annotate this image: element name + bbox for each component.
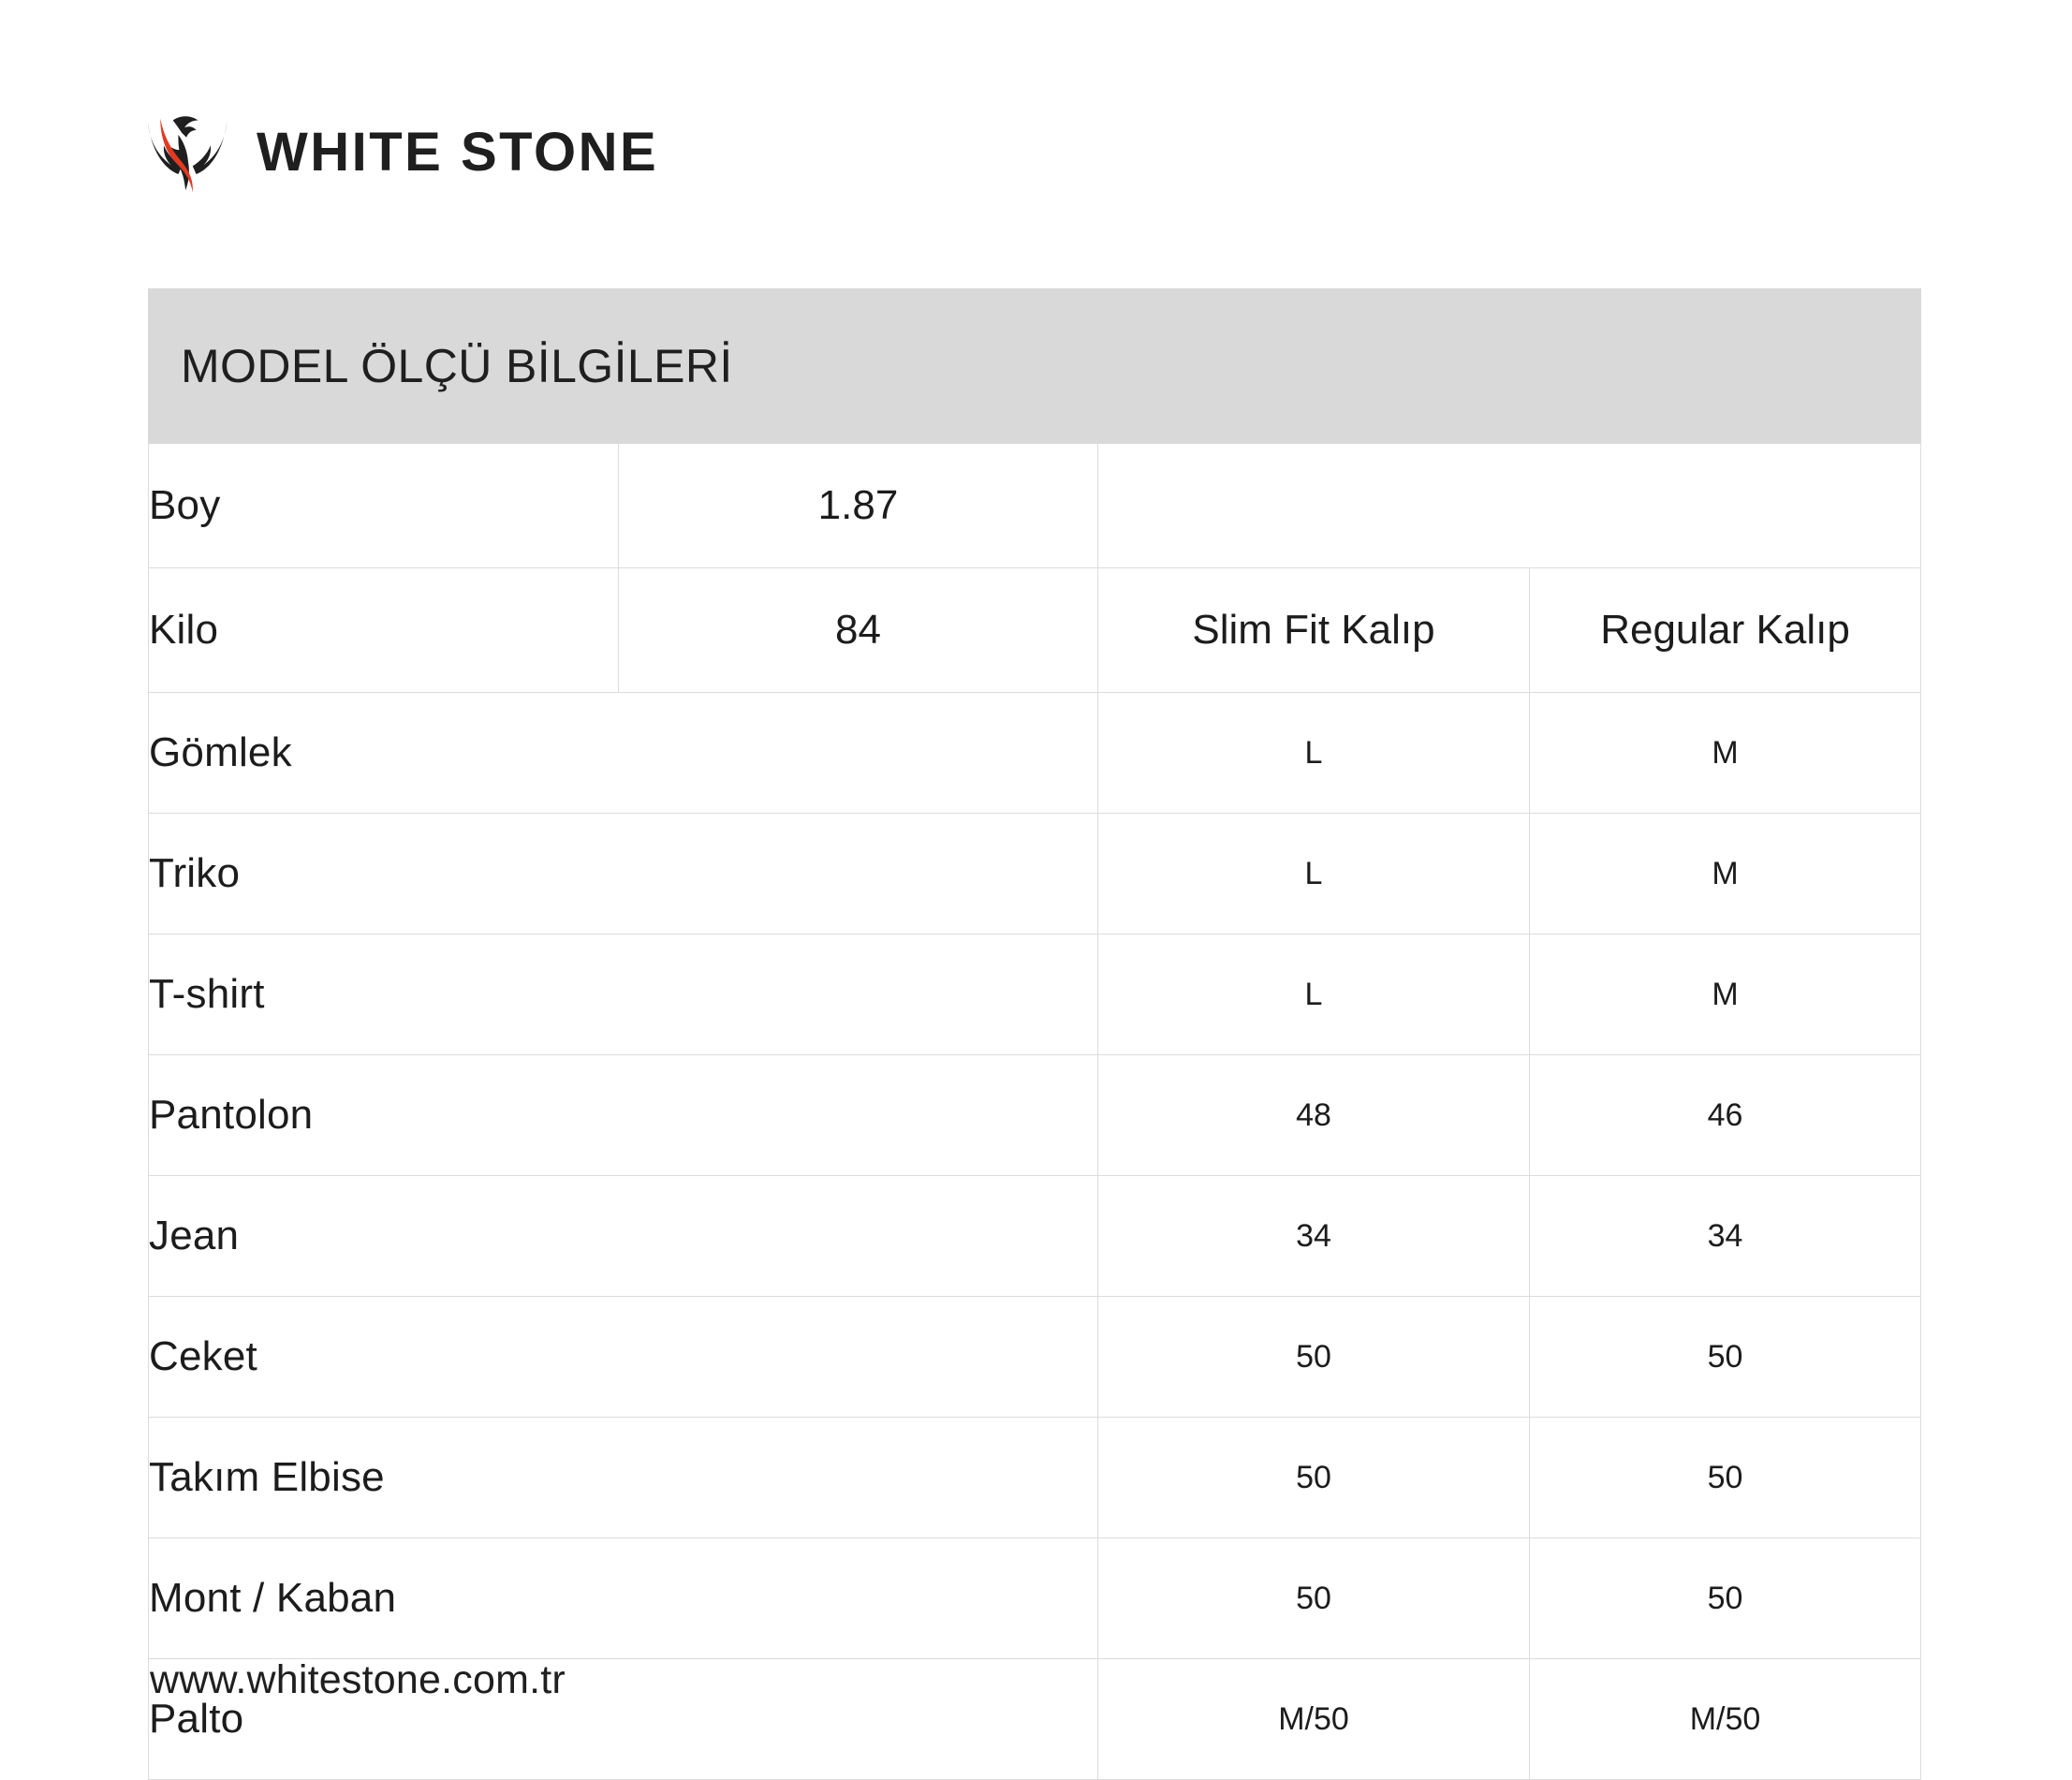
item-regular-value: 50 (1528, 1296, 1922, 1418)
table-row: Ceket 50 50 (148, 1296, 1922, 1418)
row-value-kilo: 84 (618, 567, 1098, 693)
item-slim-value: 50 (1097, 1537, 1530, 1659)
table-row-boy: Boy 1.87 (148, 443, 1922, 568)
item-label: Takım Elbise (148, 1417, 1098, 1538)
table-title: MODEL ÖLÇÜ BİLGİLERİ (181, 340, 733, 392)
item-label: Pantolon (148, 1054, 1098, 1176)
table-row: Pantolon 48 46 (148, 1054, 1922, 1176)
item-label: Jean (148, 1175, 1098, 1297)
item-slim-value: L (1097, 692, 1530, 814)
table-row: Jean 34 34 (148, 1175, 1922, 1297)
website-url[interactable]: www.whitestone.com.tr (150, 1657, 566, 1702)
item-slim-value: 50 (1097, 1296, 1530, 1418)
row-label-kilo: Kilo (148, 567, 619, 693)
empty-cell-boy (1096, 443, 1922, 568)
item-slim-value: 48 (1097, 1054, 1530, 1176)
item-regular-value: 50 (1528, 1537, 1922, 1659)
item-label: Gömlek (148, 692, 1098, 814)
model-measurements-table: MODEL ÖLÇÜ BİLGİLERİ Boy 1.87 Kilo 84 Sl… (147, 288, 1922, 1780)
item-slim-value: L (1097, 934, 1530, 1055)
item-label: Mont / Kaban (148, 1537, 1098, 1659)
item-regular-value: M (1528, 813, 1922, 934)
table-row: Takım Elbise 50 50 (148, 1417, 1922, 1538)
brand-name: WHITE STONE (257, 122, 659, 183)
brand-header: WHITE STONE (142, 101, 658, 204)
item-slim-value: M/50 (1097, 1658, 1530, 1780)
item-slim-value: L (1097, 813, 1530, 934)
item-regular-value: M (1528, 934, 1922, 1055)
table-title-row: MODEL ÖLÇÜ BİLGİLERİ (147, 288, 1922, 444)
table-row: Palto M/50 M/50 (148, 1658, 1922, 1780)
item-slim-value: 34 (1097, 1175, 1530, 1297)
item-slim-value: 50 (1097, 1417, 1530, 1538)
item-regular-value: M (1528, 692, 1922, 814)
item-regular-value: 50 (1528, 1417, 1922, 1538)
table-title-cell: MODEL ÖLÇÜ BİLGİLERİ (147, 288, 1922, 444)
column-header-regular: Regular Kalıp (1528, 567, 1922, 693)
row-value-boy: 1.87 (618, 443, 1098, 568)
table-row: Mont / Kaban 50 50 (148, 1537, 1922, 1659)
table-row: T-shirt L M (148, 934, 1922, 1055)
row-label-boy: Boy (148, 443, 619, 568)
item-label: Ceket (148, 1296, 1098, 1418)
table-row: Triko L M (148, 813, 1922, 934)
item-label: T-shirt (148, 934, 1098, 1055)
phoenix-bird-icon (147, 116, 228, 193)
table-row-kilo: Kilo 84 Slim Fit Kalıp Regular Kalıp (148, 567, 1922, 693)
item-regular-value: 34 (1528, 1175, 1922, 1297)
item-label: Palto (148, 1658, 1098, 1780)
item-label: Triko (148, 813, 1098, 934)
item-regular-value: 46 (1528, 1054, 1922, 1176)
column-header-slim-fit: Slim Fit Kalıp (1097, 567, 1530, 693)
table-row: Gömlek L M (148, 692, 1922, 814)
item-regular-value: M/50 (1528, 1658, 1922, 1780)
